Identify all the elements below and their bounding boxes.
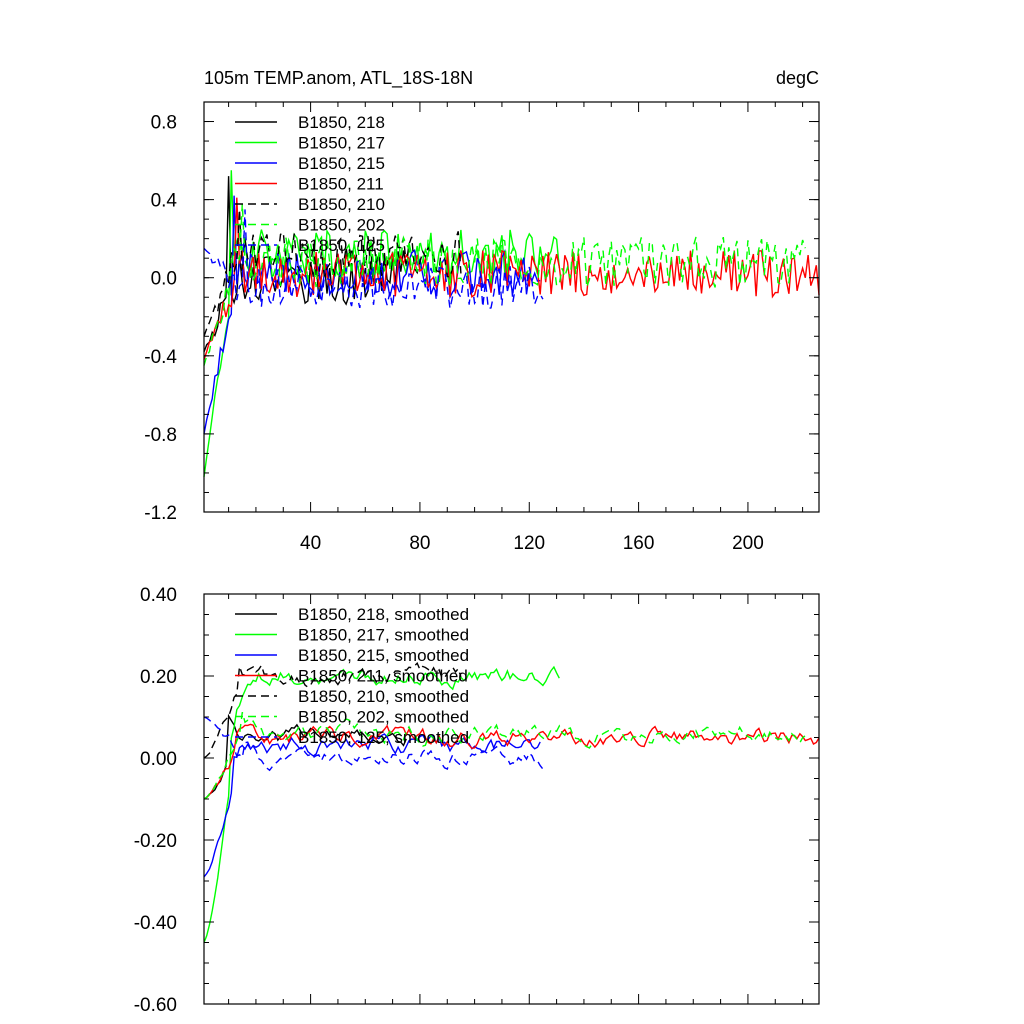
bottom-series-line-4 <box>203 723 820 800</box>
bottom-y-tick-label: -0.60 <box>134 995 177 1016</box>
top-chart-units: degC <box>776 68 819 88</box>
bottom-legend-label: B1850, 125, smoothed <box>298 728 469 747</box>
top-legend-label: B1850, 211 <box>298 175 384 194</box>
top-legend-label: B1850, 210 <box>298 195 385 214</box>
bottom-series-line-6 <box>203 712 806 800</box>
top-series-lines <box>203 170 820 477</box>
top-series-line-7 <box>203 209 544 310</box>
top-x-tick-label: 120 <box>513 533 545 554</box>
top-x-tick-label: 160 <box>623 533 655 554</box>
top-chart-title: 105m TEMP.anom, ATL_18S-18N <box>204 68 473 89</box>
bottom-plot-frame <box>203 593 820 1005</box>
top-legend-label: B1850, 217 <box>298 134 385 153</box>
top-y-tick-label: 0.0 <box>151 269 177 290</box>
bottom-y-tick-label: 0.00 <box>140 749 177 770</box>
bottom-series-line-3 <box>203 733 541 878</box>
bottom-legend-label: B1850, 211, smoothed <box>298 667 468 686</box>
top-y-tick-label: 0.8 <box>151 113 177 134</box>
bottom-series-line-2 <box>203 665 560 943</box>
bottom-legend-label: B1850, 217, smoothed <box>298 626 469 645</box>
top-legend-label: B1850, 125 <box>298 236 385 255</box>
bottom-y-tick-label: 0.40 <box>140 585 177 606</box>
top-x-tick-label: 80 <box>409 533 430 554</box>
top-legend-label: B1850, 218 <box>298 113 385 132</box>
top-y-tick-label: -0.8 <box>144 425 177 446</box>
bottom-y-tick-label: -0.20 <box>134 831 177 852</box>
top-y-tick-label: 0.4 <box>151 191 178 212</box>
top-legend-label: B1850, 202 <box>298 216 385 235</box>
top-axis-ticks: 0.8 0.4 0.0 -0.4 -0.8 -1.2 40 80 120 160 200 <box>144 101 819 554</box>
bottom-series-line-1 <box>203 713 407 800</box>
bottom-axis-ticks: 0.40 0.20 0.00 -0.20 -0.40 -0.60 <box>134 585 819 1016</box>
bottom-legend-label: B1850, 202, smoothed <box>298 708 469 727</box>
top-legend-label: B1850, 215 <box>298 154 385 173</box>
bottom-y-tick-label: -0.40 <box>134 913 177 934</box>
top-series-line-6 <box>203 203 806 366</box>
bottom-panel: 0.40 0.20 0.00 -0.20 -0.40 -0.60 B1850, 218, … <box>134 585 820 1016</box>
bottom-legend: B1850, 218, smoothed B1850, 217, smoothed… <box>235 605 469 747</box>
top-x-tick-label: 40 <box>300 533 321 554</box>
top-y-tick-label: -0.4 <box>144 347 177 368</box>
bottom-y-tick-label: 0.20 <box>140 667 177 688</box>
bottom-series-line-7 <box>203 716 544 772</box>
bottom-series-lines <box>203 661 820 943</box>
bottom-legend-label: B1850, 218, smoothed <box>298 605 469 624</box>
top-plot-frame <box>203 101 820 513</box>
bottom-legend-label: B1850, 210, smoothed <box>298 687 469 706</box>
top-x-tick-label: 200 <box>732 533 764 554</box>
bottom-legend-label: B1850, 215, smoothed <box>298 646 469 665</box>
bottom-series-line-5 <box>203 661 462 759</box>
top-series-line-2 <box>203 170 560 477</box>
top-panel: 105m TEMP.anom, ATL_18S-18N degC 0.80.40… <box>144 68 820 554</box>
top-y-tick-label: -1.2 <box>144 503 177 524</box>
